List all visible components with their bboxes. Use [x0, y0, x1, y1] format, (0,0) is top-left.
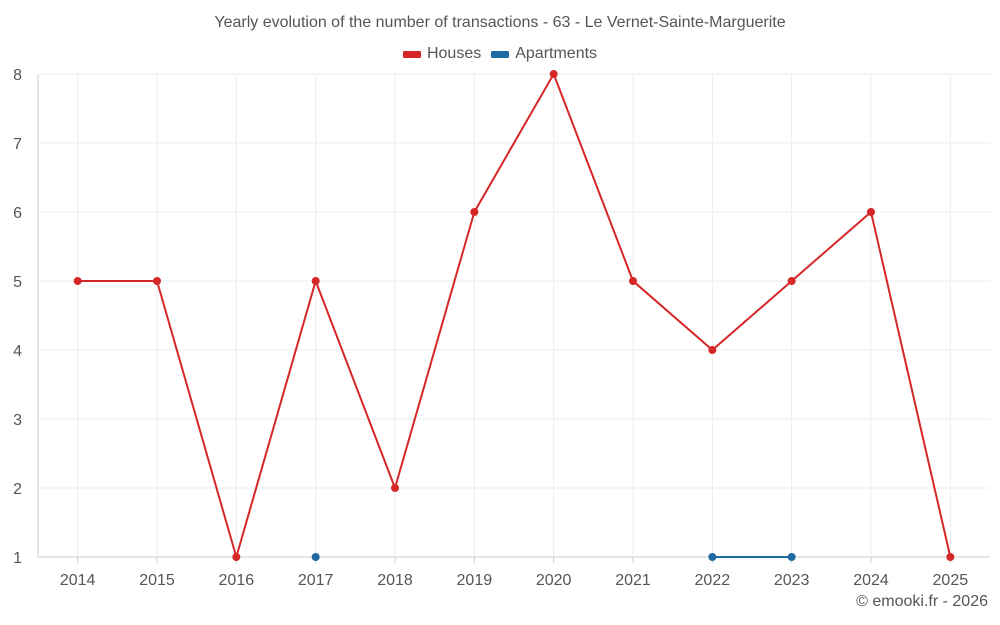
data-point-houses: [946, 553, 955, 561]
x-tick-label: 2017: [298, 572, 334, 589]
x-tick-label: 2025: [933, 572, 969, 589]
series-line-houses: [156, 280, 238, 558]
y-tick-label: 1: [13, 550, 22, 567]
data-point-houses: [549, 70, 558, 78]
series-line-houses: [870, 211, 952, 558]
y-tick-label: 4: [13, 343, 22, 360]
series-line-houses: [790, 211, 872, 282]
chart-title: Yearly evolution of the number of transa…: [214, 14, 786, 31]
series-line-houses: [314, 280, 396, 489]
y-tick-label: 3: [13, 412, 22, 429]
data-point-houses: [73, 277, 82, 285]
series-line-houses: [473, 73, 555, 213]
data-point-houses: [232, 553, 241, 561]
x-tick-label: 2016: [219, 572, 255, 589]
data-point-houses: [153, 277, 161, 285]
y-tick-label: 7: [13, 136, 22, 153]
legend-item-apartments[interactable]: Apartments: [491, 45, 597, 63]
data-point-houses: [311, 277, 320, 285]
data-point-apartments: [311, 553, 320, 561]
data-point-apartments: [787, 553, 796, 561]
y-tick-label: 2: [13, 481, 22, 498]
legend-item-houses[interactable]: Houses: [402, 45, 482, 63]
y-tick-label: 5: [13, 274, 22, 291]
y-tick-label: 8: [13, 67, 22, 84]
series-line-houses: [632, 280, 714, 351]
x-tick-label: 2014: [60, 572, 96, 589]
x-tick-label: 2018: [377, 572, 413, 589]
y-tick-label: 6: [13, 205, 22, 222]
series-line-houses: [235, 280, 317, 558]
x-tick-label: 2024: [853, 572, 889, 589]
x-tick-label: 2022: [695, 572, 731, 589]
series-line-houses: [552, 73, 634, 282]
credit-text: © emooki.fr - 2026: [856, 593, 988, 610]
x-tick-label: 2019: [457, 572, 493, 589]
x-tick-label: 2023: [774, 572, 810, 589]
data-point-houses: [787, 277, 796, 285]
legend-label-houses: Houses: [426, 45, 482, 62]
chart-legend: Houses Apartments: [0, 45, 1000, 63]
data-point-houses: [629, 277, 637, 285]
series-line-houses: [711, 280, 793, 351]
data-point-houses: [708, 346, 717, 354]
x-tick-label: 2021: [615, 572, 651, 589]
data-point-houses: [470, 208, 479, 216]
series-line-houses: [394, 211, 476, 489]
data-point-apartments: [708, 553, 717, 561]
legend-swatch-houses: [402, 50, 421, 58]
x-tick-label: 2015: [139, 572, 175, 589]
x-tick-label: 2020: [536, 572, 572, 589]
data-point-houses: [391, 484, 399, 492]
legend-label-apartments: Apartments: [515, 45, 598, 62]
legend-swatch-apartments: [491, 50, 510, 58]
data-point-houses: [867, 208, 875, 216]
